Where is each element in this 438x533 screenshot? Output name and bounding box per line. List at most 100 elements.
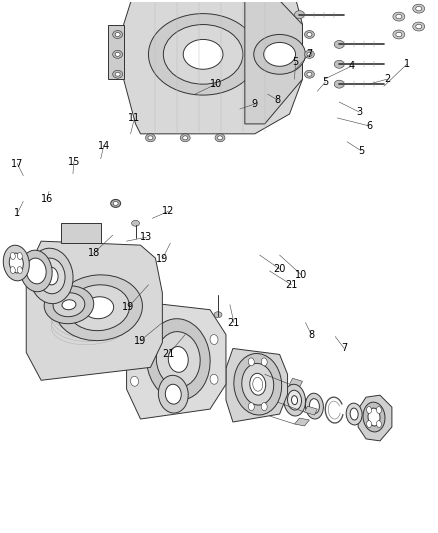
Ellipse shape [10,266,15,273]
Ellipse shape [111,199,120,207]
Ellipse shape [416,6,422,11]
Text: 21: 21 [162,350,174,359]
Text: 4: 4 [348,61,354,71]
Ellipse shape [292,395,297,405]
Ellipse shape [17,253,22,260]
Ellipse shape [376,407,381,414]
Ellipse shape [253,377,263,391]
Ellipse shape [376,421,381,427]
Ellipse shape [368,408,380,426]
Text: 17: 17 [11,159,24,168]
Ellipse shape [9,253,23,273]
Text: 14: 14 [98,141,110,151]
Ellipse shape [307,33,312,36]
Ellipse shape [183,136,188,140]
Ellipse shape [20,250,52,292]
Ellipse shape [10,253,15,260]
Ellipse shape [305,393,323,419]
Ellipse shape [115,52,120,56]
Ellipse shape [113,51,123,58]
Polygon shape [358,395,392,441]
Ellipse shape [416,25,422,29]
Ellipse shape [367,421,371,427]
Ellipse shape [148,14,258,95]
Text: 12: 12 [162,206,174,216]
Text: 8: 8 [308,329,314,340]
Text: 7: 7 [306,50,313,59]
Ellipse shape [261,358,267,366]
Ellipse shape [393,12,405,21]
Ellipse shape [248,358,254,366]
Ellipse shape [17,266,22,273]
Ellipse shape [53,293,85,317]
Polygon shape [124,0,303,134]
Text: 18: 18 [88,248,100,258]
Ellipse shape [334,60,344,68]
Ellipse shape [148,136,153,140]
Ellipse shape [44,286,94,324]
Ellipse shape [168,346,188,373]
Ellipse shape [396,32,402,37]
Ellipse shape [248,402,254,410]
Ellipse shape [113,201,118,205]
Ellipse shape [261,402,267,410]
Text: 5: 5 [322,77,328,87]
Polygon shape [245,0,303,124]
Text: 8: 8 [275,95,281,105]
Ellipse shape [304,70,314,78]
Ellipse shape [156,332,200,387]
Ellipse shape [250,373,266,395]
Polygon shape [108,25,124,79]
Ellipse shape [115,33,120,36]
Text: 13: 13 [140,232,152,242]
Polygon shape [61,223,101,243]
Ellipse shape [62,300,76,310]
Ellipse shape [287,390,301,410]
Ellipse shape [309,399,319,414]
Polygon shape [26,241,162,380]
Text: 1: 1 [14,208,20,219]
Ellipse shape [163,25,243,84]
Text: 10: 10 [295,270,307,280]
Text: 21: 21 [285,280,298,290]
Ellipse shape [55,275,142,341]
Polygon shape [294,418,309,426]
Ellipse shape [294,11,304,19]
Ellipse shape [393,30,405,39]
Text: 5: 5 [358,146,364,156]
Text: 7: 7 [341,343,347,353]
Ellipse shape [307,52,312,56]
Ellipse shape [115,72,120,76]
Ellipse shape [131,376,138,386]
Ellipse shape [131,220,140,226]
Text: 19: 19 [134,336,147,345]
Ellipse shape [334,41,344,49]
Ellipse shape [3,245,29,281]
Ellipse shape [131,333,138,343]
Ellipse shape [346,403,362,425]
Ellipse shape [159,375,188,413]
Ellipse shape [84,297,113,319]
Text: 11: 11 [128,113,141,123]
Text: 9: 9 [252,99,258,109]
Ellipse shape [113,30,123,38]
Ellipse shape [180,134,190,142]
Ellipse shape [367,407,371,414]
Ellipse shape [145,134,155,142]
Ellipse shape [304,30,314,38]
Polygon shape [290,378,303,387]
Ellipse shape [307,72,312,76]
Ellipse shape [113,70,123,78]
Ellipse shape [26,258,46,284]
Text: 1: 1 [404,59,410,69]
Ellipse shape [218,136,223,140]
Ellipse shape [242,364,274,405]
Text: 21: 21 [228,318,240,328]
Ellipse shape [215,134,225,142]
Ellipse shape [214,312,222,318]
Ellipse shape [44,267,58,285]
Ellipse shape [413,22,425,31]
Text: 19: 19 [123,302,135,312]
Text: 15: 15 [68,157,80,167]
Ellipse shape [183,39,223,69]
